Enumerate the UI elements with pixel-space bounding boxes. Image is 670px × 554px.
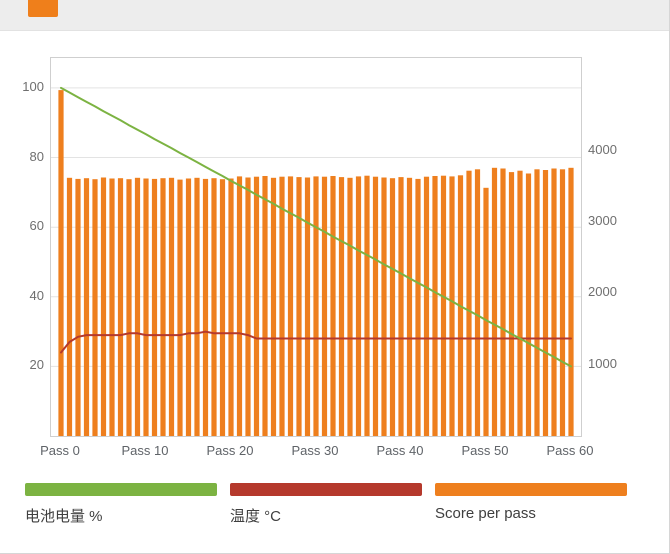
- score-bar: [177, 179, 183, 436]
- score-bar: [143, 178, 149, 436]
- chart-plot-area: [50, 57, 582, 437]
- temperature-line: [60, 330, 572, 354]
- score-bar: [262, 176, 268, 436]
- score-bar: [449, 176, 455, 436]
- score-bar: [423, 176, 430, 436]
- score-bar: [279, 176, 285, 436]
- score-bar: [347, 177, 353, 436]
- score-bar: [134, 177, 141, 436]
- score-bar: [440, 175, 447, 436]
- score-bar: [500, 168, 506, 436]
- x-axis-tick: Pass 60: [546, 443, 594, 458]
- score-bar: [270, 177, 277, 436]
- score-bar: [483, 187, 489, 436]
- x-axis-tick: Pass 30: [291, 443, 339, 458]
- score-bar: [160, 178, 166, 436]
- left-axis-tick: 40: [29, 287, 44, 303]
- score-bar: [211, 178, 217, 436]
- score-bar: [126, 179, 132, 436]
- score-bar: [58, 90, 64, 436]
- score-bar: [466, 170, 472, 436]
- left-axis-tick: 100: [22, 78, 44, 94]
- score-bar: [517, 170, 523, 436]
- score-bar: [474, 169, 481, 436]
- score-bar: [415, 178, 421, 436]
- score-bar: [534, 169, 540, 436]
- score-bar: [542, 170, 549, 436]
- score-legend-label: Score per pass: [435, 505, 536, 522]
- score-bar: [109, 178, 115, 436]
- score-bar: [287, 176, 294, 436]
- score-bar: [245, 177, 251, 436]
- score-bar: [321, 176, 328, 436]
- score-bar: [83, 178, 90, 436]
- score-bar: [228, 178, 234, 436]
- legend-item-temperature[interactable]: 温度 °C: [230, 483, 422, 526]
- score-bar: [202, 178, 209, 436]
- score-bar: [559, 169, 566, 436]
- cropped-orange-button[interactable]: [28, 0, 58, 17]
- score-bar: [525, 173, 532, 436]
- score-bar: [491, 167, 498, 436]
- right-axis-tick: 1000: [588, 355, 617, 371]
- x-axis-tick: Pass 10: [121, 443, 169, 458]
- score-bar: [253, 176, 260, 436]
- score-bar: [355, 176, 362, 436]
- score-bar: [364, 175, 370, 436]
- score-bar: [194, 177, 200, 436]
- top-bar: [0, 0, 669, 31]
- score-bar: [168, 177, 175, 436]
- score-bar: [304, 177, 311, 436]
- score-bar: [568, 167, 574, 436]
- score-bar: [330, 176, 336, 436]
- legend-item-score[interactable]: Score per pass: [435, 483, 627, 522]
- temperature-legend-swatch: [230, 483, 422, 496]
- x-axis-tick: Pass 20: [206, 443, 254, 458]
- right-axis-tick: 2000: [588, 284, 617, 300]
- left-axis-tick: 20: [29, 357, 44, 373]
- legend-item-battery[interactable]: 电池电量 %: [25, 483, 217, 526]
- score-legend-swatch: [435, 483, 627, 496]
- score-bar: [236, 176, 243, 436]
- x-axis-tick: Pass 40: [376, 443, 424, 458]
- score-bar: [75, 178, 81, 436]
- score-bar: [389, 178, 396, 436]
- score-bar: [551, 168, 557, 436]
- score-bar: [406, 177, 413, 436]
- score-bar: [372, 176, 379, 436]
- x-axis-tick: Pass 0: [40, 443, 80, 458]
- score-bar: [432, 176, 438, 436]
- score-bar: [117, 178, 124, 436]
- combo-chart: [51, 86, 581, 436]
- right-axis-tick: 4000: [588, 141, 617, 157]
- score-bar: [313, 176, 319, 436]
- score-bar: [508, 172, 515, 436]
- score-bar: [66, 177, 73, 436]
- score-bar: [185, 178, 192, 436]
- score-bar: [92, 179, 98, 436]
- right-axis-tick: 3000: [588, 213, 617, 229]
- temperature-legend-label: 温度 °C: [230, 508, 281, 525]
- score-bar: [338, 177, 345, 436]
- score-bar: [219, 179, 226, 436]
- battery-legend-swatch: [25, 483, 217, 496]
- left-axis-tick: 60: [29, 218, 44, 234]
- battery-legend-label: 电池电量 %: [25, 508, 103, 525]
- x-axis-tick: Pass 50: [461, 443, 509, 458]
- score-bar: [151, 178, 158, 436]
- left-axis-tick: 80: [29, 148, 44, 164]
- score-bar: [100, 177, 107, 436]
- score-bar: [296, 177, 302, 436]
- score-bar: [381, 177, 387, 436]
- score-bar: [398, 177, 404, 436]
- battery-line: [60, 86, 572, 368]
